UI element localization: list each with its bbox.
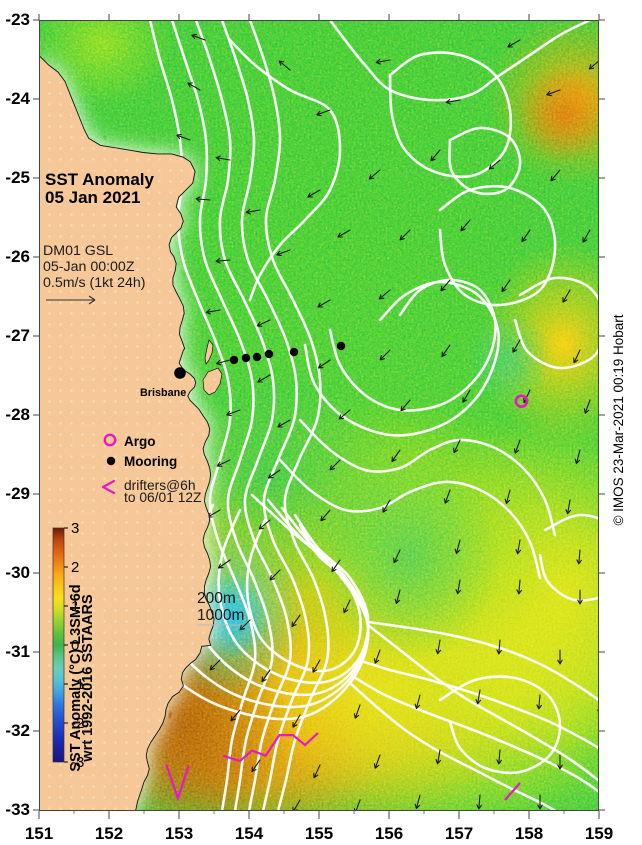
svg-text:-29: -29 xyxy=(5,484,30,503)
svg-text:159: 159 xyxy=(585,824,613,843)
svg-text:-30: -30 xyxy=(5,563,30,582)
svg-text:-24: -24 xyxy=(5,89,30,108)
svg-text:DM01 GSL: DM01 GSL xyxy=(43,243,113,259)
svg-text:Argo: Argo xyxy=(124,434,156,449)
svg-text:200m: 200m xyxy=(197,590,236,607)
svg-text:155: 155 xyxy=(305,824,333,843)
svg-text:05 Jan 2021: 05 Jan 2021 xyxy=(45,188,140,207)
svg-text:0.5m/s (1kt 24h): 0.5m/s (1kt 24h) xyxy=(43,275,146,291)
svg-text:154: 154 xyxy=(235,824,264,843)
svg-text:-28: -28 xyxy=(5,405,30,424)
svg-text:151: 151 xyxy=(25,824,53,843)
svg-text:© IMOS 23-Mar-2021 00:19 Hobar: © IMOS 23-Mar-2021 00:19 Hobart xyxy=(611,314,626,525)
svg-text:to 06/01 12Z: to 06/01 12Z xyxy=(124,490,201,505)
svg-text:Brisbane: Brisbane xyxy=(140,387,186,399)
svg-text:-23: -23 xyxy=(5,10,30,29)
svg-text:156: 156 xyxy=(375,824,403,843)
svg-text:2: 2 xyxy=(71,559,79,576)
svg-text:-31: -31 xyxy=(5,642,30,661)
svg-text:-33: -33 xyxy=(5,800,30,819)
svg-text:wrt 1992-2016 SSTAARS: wrt 1992-2016 SSTAARS xyxy=(80,594,96,763)
svg-text:05-Jan 00:00Z: 05-Jan 00:00Z xyxy=(43,259,135,275)
svg-text:-25: -25 xyxy=(5,168,30,187)
svg-text:SST Anomaly: SST Anomaly xyxy=(45,170,154,189)
svg-text:157: 157 xyxy=(445,824,473,843)
svg-text:-32: -32 xyxy=(5,721,30,740)
svg-text:-26: -26 xyxy=(5,247,30,266)
svg-text:152: 152 xyxy=(95,824,123,843)
svg-text:1000m: 1000m xyxy=(197,607,244,624)
svg-text:Mooring: Mooring xyxy=(124,454,177,469)
svg-text:-27: -27 xyxy=(5,326,30,345)
svg-text:153: 153 xyxy=(165,824,193,843)
svg-text:3: 3 xyxy=(71,520,79,537)
svg-text:158: 158 xyxy=(515,824,543,843)
